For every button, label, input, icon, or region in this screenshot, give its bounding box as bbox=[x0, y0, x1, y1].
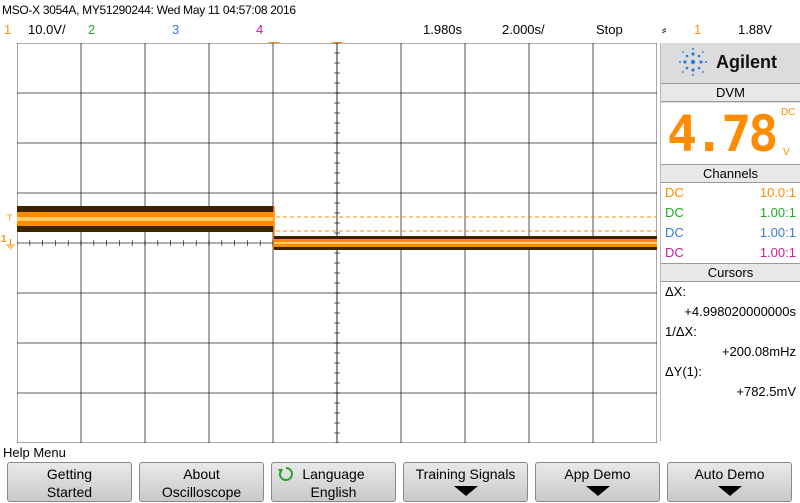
dvm-unit: V bbox=[783, 147, 790, 158]
ch1-scale[interactable]: 10.0V/ bbox=[28, 22, 66, 37]
softkey-line2: Started bbox=[46, 484, 93, 500]
channel-probe-ratio: 1.00:1 bbox=[759, 245, 796, 260]
trace-low-core bbox=[274, 242, 657, 244]
channels-list: DC 10.0:1 DC 1.00:1 DC 1.00:1 DC 1.00:1 bbox=[661, 183, 800, 263]
time-scale[interactable]: 2.000s/ bbox=[502, 22, 545, 37]
submenu-arrow-icon bbox=[453, 486, 478, 496]
side-panel: Agilent DVM 4.78 DC V Channels DC 10.0:1 D… bbox=[660, 43, 800, 441]
trace-high-core bbox=[17, 217, 274, 221]
getting-started-button[interactable]: Getting Started bbox=[7, 462, 132, 502]
channel-probe-ratio: 1.00:1 bbox=[759, 205, 796, 220]
ch1-number[interactable]: 1 bbox=[4, 22, 12, 37]
dvm-value: 4.78 bbox=[667, 105, 778, 163]
cursors-readout: ΔX: +4.998020000000s 1/ΔX: +200.08mHz ΔY… bbox=[661, 282, 800, 441]
softkey-line1: Auto Demo bbox=[694, 466, 765, 482]
dvm-header[interactable]: DVM bbox=[661, 83, 800, 102]
channel-row-1[interactable]: DC 10.0:1 bbox=[661, 183, 800, 203]
softkey-line2: Oscilloscope bbox=[161, 484, 242, 500]
window-title: MSO-X 3054A, MY51290244: Wed May 11 04:5… bbox=[2, 3, 296, 17]
ch1-ground-marker[interactable]: 1 bbox=[1, 234, 7, 245]
channel-coupling: DC bbox=[665, 225, 684, 240]
channel-row-4[interactable]: DC 1.00:1 bbox=[661, 243, 800, 263]
trigger-level[interactable]: 1.88V bbox=[738, 22, 772, 37]
brand-logo: Agilent bbox=[661, 43, 800, 81]
channel-coupling: DC bbox=[665, 205, 684, 220]
channel-probe-ratio: 1.00:1 bbox=[759, 225, 796, 240]
channel-row-3[interactable]: DC 1.00:1 bbox=[661, 223, 800, 243]
language-button[interactable]: Language English bbox=[271, 462, 396, 502]
dvm-readout: 4.78 DC V bbox=[661, 103, 800, 169]
ch1-trace bbox=[17, 206, 657, 250]
status-bar: 1 10.0V/ 2 3 4 1.980s 2.000s/ Stop ⸗ 1 1… bbox=[0, 20, 800, 42]
softkey-line1: App Demo bbox=[564, 466, 631, 482]
app-demo-button[interactable]: App Demo bbox=[535, 462, 660, 502]
dvm-mode: DC bbox=[781, 107, 796, 118]
ch3-number[interactable]: 3 bbox=[172, 22, 180, 37]
training-signals-button[interactable]: Training Signals bbox=[403, 462, 528, 502]
softkey-line1: Training Signals bbox=[415, 466, 516, 482]
dx-value: +4.998020000000s bbox=[684, 304, 796, 319]
trigger-level-marker[interactable]: T bbox=[7, 213, 13, 223]
channel-row-2[interactable]: DC 1.00:1 bbox=[661, 203, 800, 223]
softkey-line1: About bbox=[183, 466, 220, 482]
time-offset[interactable]: 1.980s bbox=[423, 22, 463, 37]
softkey-line1: Language bbox=[302, 466, 365, 482]
submenu-arrow-icon bbox=[717, 486, 742, 496]
channel-probe-ratio: 10.0:1 bbox=[759, 185, 796, 200]
trigger-icon: ⸗ bbox=[662, 22, 667, 37]
ground-icon bbox=[6, 238, 15, 250]
softkey-line1: Getting bbox=[46, 466, 93, 482]
ch4-number[interactable]: 4 bbox=[256, 22, 264, 37]
cursors-header[interactable]: Cursors bbox=[661, 263, 800, 282]
ch2-number[interactable]: 2 bbox=[88, 22, 96, 37]
softkey-bar: Getting Started About Oscilloscope Langu… bbox=[0, 462, 800, 503]
dy-label: ΔY(1): bbox=[665, 364, 702, 379]
dy-value: +782.5mV bbox=[736, 384, 796, 399]
inv-dx-label: 1/ΔX: bbox=[665, 324, 697, 339]
submenu-arrow-icon bbox=[585, 486, 610, 496]
inv-dx-value: +200.08mHz bbox=[721, 344, 796, 359]
dx-label: ΔX: bbox=[665, 284, 686, 299]
channels-header[interactable]: Channels bbox=[661, 164, 800, 183]
softkey-line2: English bbox=[310, 484, 357, 500]
agilent-spark-icon bbox=[679, 48, 707, 76]
about-oscilloscope-button[interactable]: About Oscilloscope bbox=[139, 462, 264, 502]
channel-coupling: DC bbox=[665, 185, 684, 200]
brand-name: Agilent bbox=[716, 52, 777, 72]
run-state[interactable]: Stop bbox=[596, 22, 623, 37]
auto-demo-button[interactable]: Auto Demo bbox=[667, 462, 792, 502]
waveform-display[interactable] bbox=[17, 43, 657, 443]
help-menu-label: Help Menu bbox=[3, 445, 66, 460]
trigger-channel[interactable]: 1 bbox=[694, 22, 702, 37]
rotate-knob-icon bbox=[278, 467, 293, 481]
channel-coupling: DC bbox=[665, 245, 684, 260]
